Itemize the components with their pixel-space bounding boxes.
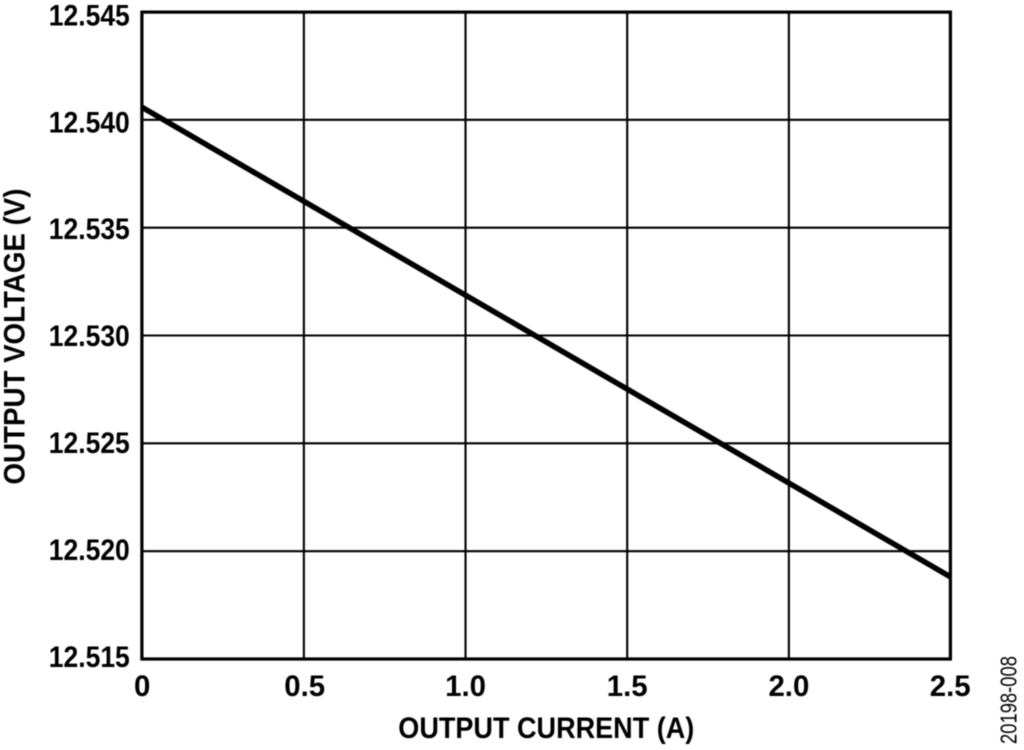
svg-text:12.515: 12.515 [49, 641, 130, 674]
svg-text:1.5: 1.5 [607, 670, 648, 703]
svg-text:1.0: 1.0 [445, 670, 486, 703]
svg-text:12.530: 12.530 [49, 320, 130, 353]
svg-text:0.5: 0.5 [284, 670, 325, 703]
svg-text:0: 0 [134, 670, 150, 703]
svg-text:20198-008: 20198-008 [995, 656, 1021, 744]
svg-text:OUTPUT CURRENT (A): OUTPUT CURRENT (A) [398, 712, 694, 745]
svg-text:12.535: 12.535 [49, 213, 130, 246]
svg-text:2.5: 2.5 [930, 670, 971, 703]
svg-text:12.545: 12.545 [49, 0, 130, 33]
svg-text:OUTPUT VOLTAGE (V): OUTPUT VOLTAGE (V) [0, 189, 32, 485]
svg-text:2.0: 2.0 [768, 670, 809, 703]
svg-text:12.525: 12.525 [49, 427, 130, 460]
svg-text:12.540: 12.540 [49, 106, 130, 139]
svg-text:12.520: 12.520 [49, 534, 130, 567]
